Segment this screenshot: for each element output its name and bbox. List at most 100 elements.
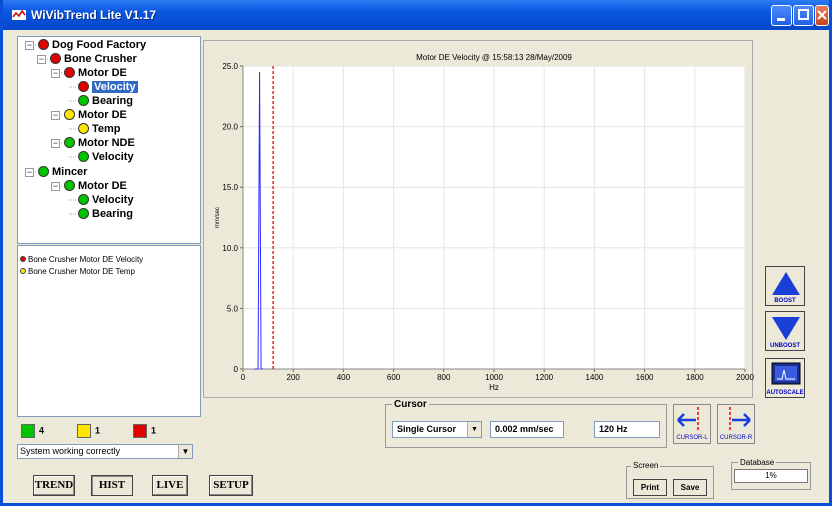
alarm-list[interactable]: Bone Crusher Motor DE Velocity Bone Crush… [17,245,201,417]
x-axis-label: Hz [489,383,499,392]
tree-node[interactable]: Velocity [78,150,134,164]
chevron-down-icon[interactable]: ▼ [467,422,481,437]
chevron-down-icon[interactable]: ▼ [178,445,192,458]
green-status-icon [78,151,89,162]
collapse-icon[interactable]: − [51,138,60,148]
tree-node[interactable]: Motor NDE [64,136,135,150]
tree-node[interactable]: Bearing [78,207,133,221]
cursor-frequency-value: 120 Hz [599,424,628,434]
green-status-icon [78,95,89,106]
x-tick-label: 2000 [736,373,754,382]
arrow-left-icon [677,407,699,432]
cursor-mode-value: Single Cursor [397,424,457,434]
alarm-text: Bone Crusher Motor DE Temp [28,267,136,276]
cursor-right-button[interactable]: CURSOR-R [717,404,755,444]
hist-button[interactable]: HIST [91,475,133,496]
yellow-square-icon [77,424,91,438]
collapse-icon[interactable]: − [51,110,60,120]
live-button[interactable]: LIVE [152,475,188,496]
tree-node[interactable]: Velocity [78,193,134,207]
window-title: WiVibTrend Lite V1.17 [31,8,157,22]
unboost-button[interactable]: UNBOOST [765,311,805,351]
collapse-icon[interactable]: − [51,68,60,78]
y-tick-label: 10.0 [222,244,238,253]
database-usage: 1% [734,469,808,483]
y-tick-label: 5.0 [227,304,239,313]
x-tick-label: 800 [437,373,451,382]
tree-node[interactable]: Velocity [78,80,138,94]
red-count: 1 [133,424,156,438]
red-count-value: 1 [151,425,157,436]
y-axis-label: mm/sec [215,207,221,228]
collapse-icon[interactable]: − [25,167,34,177]
print-button[interactable]: Print [633,479,667,496]
green-count: 4 [21,424,44,438]
cursor-right-label: CURSOR-R [719,435,753,441]
alarm-item[interactable]: Bone Crusher Motor DE Temp [20,267,135,277]
x-tick-label: 1000 [485,373,503,382]
yellow-count-value: 1 [95,425,101,436]
cursor-left-button[interactable]: CURSOR-L [673,404,711,444]
tree-node-label: Dog Food Factory [52,39,147,51]
collapse-icon[interactable]: − [25,40,34,50]
triangle-down-icon [772,317,800,340]
cursor-left-label: CURSOR-L [676,435,708,441]
red-status-icon [50,53,61,64]
maximize-icon [798,9,809,20]
title-bar[interactable]: WiVibTrend Lite V1.17 [3,0,829,30]
cursor-group: Cursor Single Cursor ▼ 0.002 mm/sec 120 H… [385,399,667,448]
tree-node-label: Bearing [92,208,133,220]
x-tick-label: 1400 [586,373,604,382]
tree-node-label: Mincer [52,166,88,178]
cursor-amplitude-value: 0.002 mm/sec [495,424,554,434]
tree-node[interactable]: Mincer [38,165,87,179]
tree-node[interactable]: Motor DE [64,66,127,80]
green-status-icon [64,137,75,148]
yellow-status-icon [64,109,75,120]
alarm-text: Bone Crusher Motor DE Velocity [28,255,144,264]
app-icon [12,9,26,20]
green-count-value: 4 [39,425,45,436]
status-dropdown[interactable]: System working correctly ▼ [17,444,193,459]
y-tick-label: 25.0 [222,62,238,71]
tree-node-label: Bearing [92,95,133,107]
tree-node[interactable]: Bone Crusher [50,52,137,66]
green-status-icon [64,180,75,191]
tree-node-label: Temp [92,123,121,135]
spectrum-chart[interactable]: Motor DE Velocity @ 15:58:13 28/May/2009… [209,48,755,398]
tree-node[interactable]: Dog Food Factory [38,38,146,52]
red-alarm-icon [20,256,26,262]
collapse-icon[interactable]: − [37,54,46,64]
tree-node[interactable]: Bearing [78,94,133,108]
save-button[interactable]: Save [673,479,707,496]
close-button[interactable] [815,5,829,26]
cursor-mode-select[interactable]: Single Cursor ▼ [392,421,482,438]
spectrum-line [254,72,264,370]
collapse-icon[interactable]: − [51,181,60,191]
trend-button[interactable]: TREND [33,475,75,496]
triangle-up-icon [772,272,800,295]
tree-node-label: Motor DE [78,67,127,79]
machine-tree[interactable]: Dog Food Factory − Bone Crusher − Motor DE − V… [17,36,201,244]
setup-button[interactable]: SETUP [209,475,253,496]
red-status-icon [38,39,49,50]
tree-node[interactable]: Motor DE [64,179,127,193]
alarm-item[interactable]: Bone Crusher Motor DE Velocity [20,255,143,265]
boost-button[interactable]: BOOST [765,266,805,306]
x-tick-label: 600 [387,373,401,382]
maximize-button[interactable] [793,5,814,26]
green-square-icon [21,424,35,438]
screen-group: Screen Print Save [626,461,714,499]
y-tick-label: 20.0 [222,123,238,132]
tree-node[interactable]: Motor DE [64,108,127,122]
green-status-icon [78,194,89,205]
minimize-button[interactable] [771,5,792,26]
autoscale-button[interactable]: AUTOSCALE [765,358,805,398]
x-tick-label: 1600 [636,373,654,382]
database-group: Database 1% [731,458,811,490]
tree-node[interactable]: Temp [78,122,121,136]
tree-node-label: Motor DE [78,109,127,121]
x-tick-label: 0 [241,373,246,382]
arrow-right-icon [729,407,751,432]
